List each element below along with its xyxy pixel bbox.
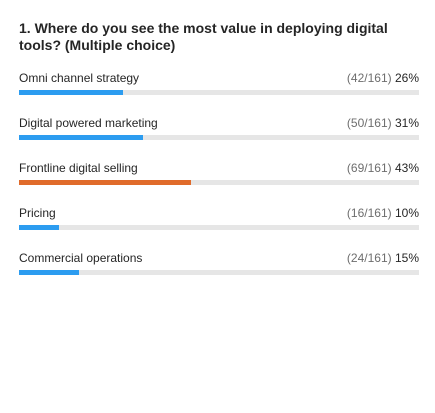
progress-track — [19, 225, 419, 230]
option-header: Pricing (16/161) 10% — [19, 206, 419, 221]
option-percent: 43% — [394, 161, 419, 175]
poll-question: 1. Where do you see the most value in de… — [19, 20, 388, 53]
option-label: Omni channel strategy — [19, 71, 140, 85]
option-label: Commercial operations — [19, 251, 143, 265]
option-label: Frontline digital selling — [19, 161, 138, 175]
option-stats: (42/161) 26% — [347, 71, 419, 86]
progress-fill — [19, 225, 59, 230]
option-header: Frontline digital selling (69/161) 43% — [19, 161, 419, 176]
option-label: Digital powered marketing — [19, 116, 158, 130]
progress-track — [19, 180, 419, 185]
option-header: Digital powered marketing (50/161) 31% — [19, 116, 419, 131]
progress-track — [19, 90, 419, 95]
poll-option: Pricing (16/161) 10% — [19, 206, 419, 230]
option-stats: (69/161) 43% — [347, 161, 419, 176]
option-header: Omni channel strategy (42/161) 26% — [19, 71, 419, 86]
option-count: (16/161) — [346, 206, 392, 220]
option-count: (50/161) — [346, 116, 392, 130]
progress-fill — [19, 135, 143, 140]
option-stats: (50/161) 31% — [347, 116, 419, 131]
option-stats: (24/161) 15% — [347, 251, 419, 266]
option-count: (24/161) — [346, 251, 392, 265]
progress-fill — [19, 90, 123, 95]
progress-track — [19, 135, 419, 140]
poll-option: Commercial operations (24/161) 15% — [19, 251, 419, 275]
option-stats: (16/161) 10% — [347, 206, 419, 221]
progress-fill — [19, 180, 191, 185]
option-header: Commercial operations (24/161) 15% — [19, 251, 419, 266]
option-count: (42/161) — [346, 71, 392, 85]
option-percent: 10% — [394, 206, 419, 220]
poll-option: Omni channel strategy (42/161) 26% — [19, 71, 419, 95]
option-count: (69/161) — [346, 161, 392, 175]
option-label: Pricing — [19, 206, 56, 220]
progress-track — [19, 270, 419, 275]
option-percent: 15% — [394, 251, 419, 265]
option-percent: 26% — [394, 71, 419, 85]
option-percent: 31% — [394, 116, 419, 130]
progress-fill — [19, 270, 79, 275]
poll-option: Frontline digital selling (69/161) 43% — [19, 161, 419, 185]
poll-option: Digital powered marketing (50/161) 31% — [19, 116, 419, 140]
